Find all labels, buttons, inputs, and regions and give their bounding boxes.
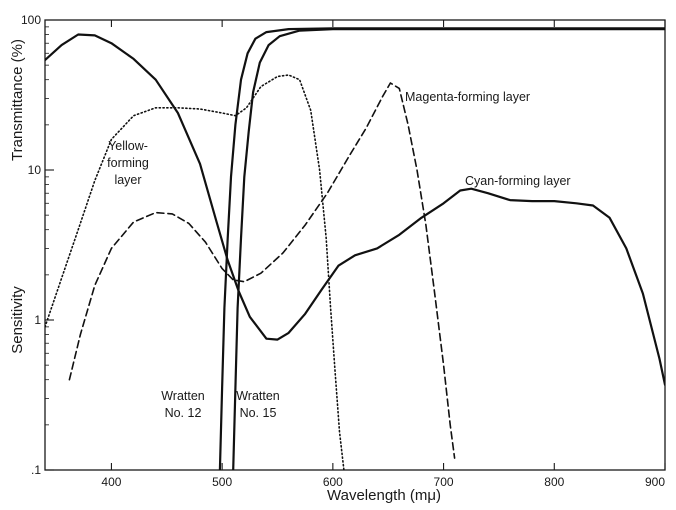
x-axis-label: Wavelength (mμ)	[327, 487, 441, 504]
annotation-yellow: forming	[107, 156, 149, 170]
series-line-wratten-no-15	[232, 28, 665, 470]
y-axis-label-sensitivity: Sensitivity	[9, 286, 26, 354]
series-line-yellow-forming-layer	[45, 74, 345, 470]
x-tick-label: 600	[323, 475, 343, 489]
annotation-yellow: Yellow-	[108, 139, 148, 153]
x-tick-label: 400	[101, 475, 121, 489]
series-line-cyan-forming-layer	[45, 33, 665, 386]
annotation-yellow: layer	[114, 173, 141, 187]
series-line-magenta-forming-layer	[68, 82, 456, 459]
annotations: Yellow-forming layer Magenta-forming layer…	[107, 90, 570, 420]
annotation-w12: Wratten	[161, 389, 205, 403]
x-tick-label: 800	[544, 475, 564, 489]
annotation-w15: Wratten	[236, 389, 280, 403]
series-group	[45, 27, 665, 470]
plot-area	[44, 19, 666, 471]
y-tick-label: 100	[21, 13, 41, 27]
y-tick-label: 1	[34, 313, 41, 327]
y-tick-label: 10	[28, 163, 42, 177]
axis-ticks: 400 500 600 700 800 900 .1 1 10 100	[21, 13, 666, 489]
y-tick-label: .1	[31, 463, 41, 477]
y-axis-label-transmittance: Transmittance (%)	[9, 39, 26, 161]
annotation-cyan: Cyan-forming layer	[465, 174, 571, 188]
annotation-w15: No. 15	[240, 406, 277, 420]
annotation-magenta: Magenta-forming layer	[405, 90, 530, 104]
x-tick-label: 500	[212, 475, 232, 489]
plot-frame	[44, 19, 666, 471]
annotation-w12: No. 12	[165, 406, 202, 420]
x-tick-label: 900	[645, 475, 665, 489]
x-tick-label: 700	[434, 475, 454, 489]
